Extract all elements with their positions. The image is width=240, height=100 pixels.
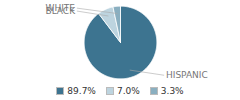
html-text:7.0%: 7.0% <box>116 86 140 96</box>
svg-text:WHITE: WHITE <box>46 3 76 13</box>
svg-text:HISPANIC: HISPANIC <box>166 70 208 80</box>
html-text:3.3%: 3.3% <box>160 86 184 96</box>
html-text:89.7%: 89.7% <box>67 86 96 96</box>
